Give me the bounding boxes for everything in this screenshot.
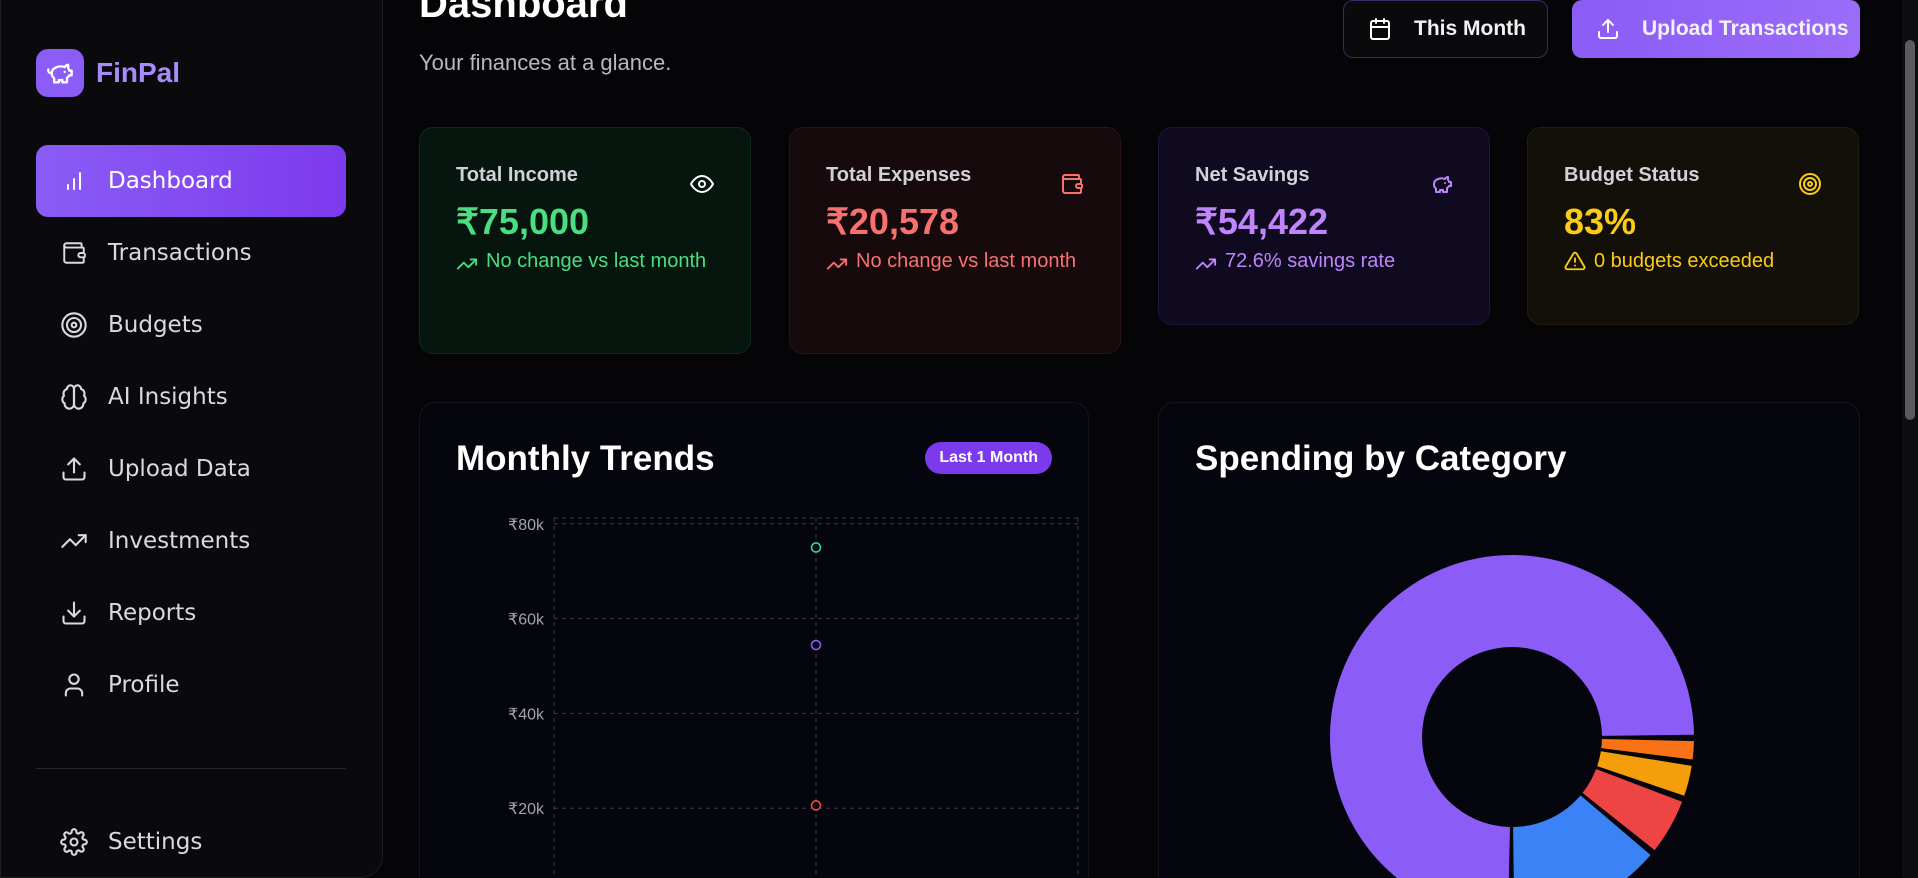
app-logo[interactable]: FinPal (36, 49, 180, 97)
budget-status-card: Budget Status 83% 0 budgets exceeded (1527, 127, 1859, 325)
target-icon (60, 311, 88, 339)
upload-transactions-label: Upload Transactions (1642, 17, 1849, 40)
wallet-icon (1060, 172, 1084, 201)
target-icon (1798, 172, 1822, 201)
upload-icon (1596, 17, 1620, 41)
trending-up-icon (826, 253, 848, 284)
sidebar-nav: Dashboard Transactions Budgets AI Insigh… (36, 145, 346, 721)
total-income-card: Total Income ₹75,000 No change vs last m… (419, 127, 751, 354)
sidebar-item-upload-data[interactable]: Upload Data (36, 433, 346, 505)
eye-icon[interactable] (690, 172, 714, 201)
card-subtext-label: 0 budgets exceeded (1594, 250, 1775, 272)
scrollbar-thumb[interactable] (1905, 40, 1915, 420)
download-icon (60, 599, 88, 627)
card-value: ₹75,000 (456, 201, 590, 242)
card-label: Net Savings (1195, 164, 1310, 186)
bar-chart-icon (60, 167, 88, 195)
monthly-trends-panel: ₹20k ₹40k ₹60k ₹80k Monthly Trends Last 1 M… (419, 402, 1089, 878)
card-label: Total Income (456, 164, 578, 186)
data-point (810, 639, 822, 651)
card-subtext: No change vs last month (456, 247, 714, 284)
spending-by-category-title: Spending by Category (1195, 439, 1567, 478)
upload-icon (60, 455, 88, 483)
wallet-icon (60, 239, 88, 267)
piggy-bank-icon (36, 49, 84, 97)
sidebar-settings: Settings (36, 806, 346, 878)
page-title: Dashboard (419, 0, 628, 26)
warning-icon (1564, 250, 1586, 281)
trending-up-icon (1195, 253, 1217, 284)
sidebar-item-label: Upload Data (108, 456, 251, 482)
monthly-trends-chart: ₹20k ₹40k ₹60k ₹80k (508, 517, 1079, 878)
card-label: Total Expenses (826, 164, 972, 186)
sidebar-item-profile[interactable]: Profile (36, 649, 346, 721)
this-month-button[interactable]: This Month (1343, 0, 1548, 58)
sidebar-item-transactions[interactable]: Transactions (36, 217, 346, 289)
pie-slice (1601, 739, 1694, 760)
trending-up-icon (456, 253, 478, 284)
page-scrollbar[interactable] (1902, 0, 1918, 878)
spending-by-category-chart (1330, 555, 1694, 878)
card-subtext-label: 72.6% savings rate (1225, 250, 1396, 272)
sidebar-item-label: Settings (108, 829, 203, 855)
user-icon (60, 671, 88, 699)
sidebar-item-label: Budgets (108, 312, 203, 338)
y-tick-label: ₹20k (508, 801, 545, 818)
y-tick-label: ₹80k (508, 517, 545, 534)
period-badge[interactable]: Last 1 Month (925, 442, 1052, 474)
sidebar-item-investments[interactable]: Investments (36, 505, 346, 577)
y-tick-label: ₹60k (508, 612, 545, 629)
card-value: 83% (1564, 201, 1637, 242)
sidebar-item-label: Dashboard (108, 168, 233, 194)
pie-slice (1330, 555, 1694, 878)
sidebar-item-label: Investments (108, 528, 251, 554)
card-subtext: No change vs last month (826, 247, 1084, 284)
sidebar-item-label: AI Insights (108, 384, 228, 410)
app-name: FinPal (96, 57, 181, 88)
y-tick-label: ₹40k (508, 706, 545, 723)
data-point (810, 542, 822, 553)
piggy-bank-icon (1429, 172, 1453, 201)
sidebar-item-dashboard[interactable]: Dashboard (36, 145, 346, 217)
sidebar-item-reports[interactable]: Reports (36, 577, 346, 649)
sidebar-item-ai-insights[interactable]: AI Insights (36, 361, 346, 433)
card-subtext-label: No change vs last month (486, 250, 707, 272)
sidebar-divider (36, 768, 346, 769)
pie-slice (1513, 795, 1651, 878)
sidebar-item-settings[interactable]: Settings (36, 806, 346, 878)
sidebar-item-label: Profile (108, 672, 180, 698)
calendar-icon (1368, 17, 1392, 41)
monthly-trends-title: Monthly Trends (456, 439, 715, 478)
spending-by-category-panel: Spending by Category (1158, 402, 1860, 878)
card-subtext: 0 budgets exceeded (1564, 247, 1822, 281)
page-subtitle: Your finances at a glance. (419, 50, 672, 75)
card-value: ₹54,422 (1195, 201, 1329, 242)
brain-icon (60, 383, 88, 411)
card-subtext-label: No change vs last month (856, 250, 1077, 272)
card-label: Budget Status (1564, 164, 1700, 186)
sidebar-item-label: Reports (108, 600, 197, 626)
gear-icon (60, 828, 88, 856)
card-subtext: 72.6% savings rate (1195, 247, 1453, 284)
pie-slice (1582, 769, 1683, 851)
trending-up-icon (60, 527, 88, 555)
sidebar-item-label: Transactions (108, 240, 252, 266)
sidebar-item-budgets[interactable]: Budgets (36, 289, 346, 361)
total-expenses-card: Total Expenses ₹20,578 No change vs last… (789, 127, 1121, 354)
data-point (810, 800, 822, 811)
net-savings-card: Net Savings ₹54,422 72.6% savings rate (1158, 127, 1490, 325)
card-value: ₹20,578 (826, 201, 960, 242)
upload-transactions-button[interactable]: Upload Transactions (1572, 0, 1860, 58)
pie-slice (1597, 751, 1692, 796)
this-month-label: This Month (1414, 17, 1526, 40)
